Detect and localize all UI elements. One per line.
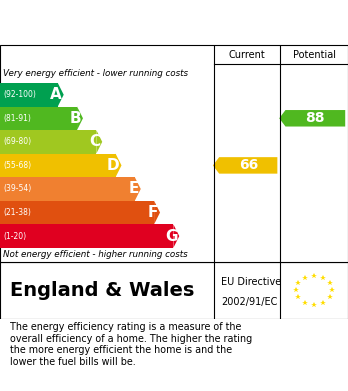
Text: (92-100): (92-100)	[3, 90, 36, 99]
Text: D: D	[107, 158, 120, 173]
Text: Not energy efficient - higher running costs: Not energy efficient - higher running co…	[3, 250, 188, 259]
Text: Very energy efficient - lower running costs: Very energy efficient - lower running co…	[3, 69, 189, 78]
Text: The energy efficiency rating is a measure of the
overall efficiency of a home. T: The energy efficiency rating is a measur…	[10, 322, 253, 367]
Polygon shape	[173, 224, 179, 248]
Polygon shape	[58, 83, 64, 106]
Text: 88: 88	[306, 111, 325, 125]
Text: F: F	[148, 205, 158, 220]
Bar	[0, 177, 135, 201]
Text: Potential: Potential	[293, 50, 335, 60]
Text: (69-80): (69-80)	[3, 137, 32, 146]
Polygon shape	[279, 110, 345, 127]
Text: Current: Current	[229, 50, 266, 60]
Text: (21-38): (21-38)	[3, 208, 31, 217]
Text: G: G	[165, 229, 177, 244]
Text: (1-20): (1-20)	[3, 231, 26, 240]
Bar	[0, 83, 58, 106]
Text: C: C	[89, 135, 101, 149]
Bar	[0, 224, 173, 248]
Text: (81-91): (81-91)	[3, 114, 31, 123]
Text: 66: 66	[239, 158, 258, 172]
Bar	[0, 130, 96, 154]
Polygon shape	[116, 154, 121, 177]
Text: B: B	[70, 111, 81, 126]
Polygon shape	[77, 106, 83, 130]
Text: Energy Efficiency Rating: Energy Efficiency Rating	[10, 13, 239, 32]
Text: 2002/91/EC: 2002/91/EC	[221, 297, 277, 307]
Bar	[0, 106, 77, 130]
Bar	[0, 201, 154, 224]
Text: A: A	[50, 87, 62, 102]
Text: (39-54): (39-54)	[3, 185, 32, 194]
Text: (55-68): (55-68)	[3, 161, 32, 170]
Text: England & Wales: England & Wales	[10, 281, 195, 300]
Polygon shape	[154, 201, 160, 224]
Polygon shape	[135, 177, 141, 201]
Bar	[0, 154, 116, 177]
Text: E: E	[129, 181, 139, 196]
Polygon shape	[213, 157, 277, 174]
Text: EU Directive: EU Directive	[221, 277, 281, 287]
Polygon shape	[96, 130, 102, 154]
